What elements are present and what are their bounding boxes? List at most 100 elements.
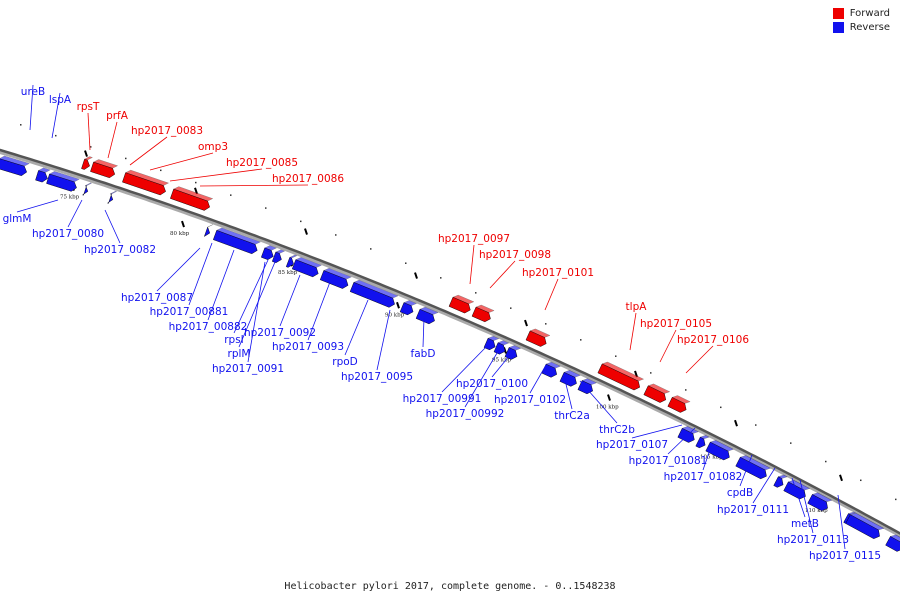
gene-block-1 — [35, 167, 51, 183]
gene-block-5 — [122, 169, 169, 196]
scale-dot — [230, 194, 232, 196]
label-leader — [579, 380, 618, 424]
tick-mark — [607, 394, 611, 401]
legend: Forward Reverse — [832, 8, 890, 36]
gene-label-metB: metB — [791, 518, 819, 530]
scale-dot — [405, 262, 407, 264]
gene-block-10 — [213, 227, 261, 254]
legend-reverse: Reverse — [832, 22, 890, 33]
gene-label-cpdB: cpdB — [727, 487, 753, 499]
label-leader — [51, 92, 61, 139]
label-leader — [16, 199, 59, 213]
label-leader — [631, 424, 683, 439]
gene-block-4 — [90, 159, 119, 179]
gene-label-omp3: omp3 — [198, 141, 228, 153]
label-leader — [199, 184, 309, 187]
gene-label-hp2017_0095: hp2017_0095 — [341, 371, 413, 383]
gene-label-hp2017_0082: hp2017_0082 — [84, 244, 156, 256]
gene-label-hp2017_01082: hp2017_01082 — [664, 471, 743, 483]
major-mark — [304, 228, 308, 235]
gene-block-39 — [845, 512, 885, 539]
label-leader — [344, 299, 369, 356]
label-leader — [169, 168, 263, 182]
gene-label-hp2017_0086: hp2017_0086 — [272, 173, 344, 185]
gene-label-hp2017_0083: hp2017_0083 — [131, 125, 203, 137]
gene-label-glmM: glmM — [3, 213, 32, 225]
gene-block-29 — [643, 383, 671, 403]
gene-label-hp2017_0102: hp2017_0102 — [494, 394, 566, 406]
gene-label-hp2017_0101: hp2017_0101 — [522, 267, 594, 279]
label-leader — [188, 242, 213, 306]
label-leader — [799, 479, 814, 534]
gene-label-ureB: ureB — [21, 86, 45, 98]
label-leader — [739, 454, 753, 487]
gene-block-2 — [46, 171, 80, 192]
gene-block-40 — [885, 534, 900, 552]
scale-dot — [335, 234, 337, 236]
gene-label-hp2017_0092: hp2017_0092 — [244, 327, 316, 339]
gene-label-hp2017_0100: hp2017_0100 — [456, 378, 528, 390]
forward-swatch — [832, 8, 844, 19]
label-leader — [307, 281, 331, 341]
label-leader — [156, 247, 201, 292]
backbone-shadow — [0, 149, 900, 538]
gene-block-28 — [597, 361, 645, 391]
scale-dot — [90, 146, 92, 148]
backbone — [0, 148, 900, 535]
label-leader — [233, 259, 269, 334]
legend-forward-label: Forward — [849, 8, 890, 19]
legend-reverse-label: Reverse — [849, 22, 890, 33]
gene-block-21 — [525, 328, 551, 347]
gene-label-hp2017_00882: hp2017_00882 — [169, 321, 248, 333]
gene-label-rpsT: rpsT — [77, 101, 100, 113]
scale-dot — [300, 220, 302, 223]
gene-block-31 — [677, 426, 699, 443]
gene-block-0 — [0, 155, 30, 176]
gene-label-hp2017_0087: hp2017_0087 — [121, 292, 193, 304]
gene-label-hp2017_0085: hp2017_0085 — [226, 157, 298, 169]
scale-dot — [55, 134, 57, 137]
label-leader — [544, 278, 559, 311]
gene-block-11 — [260, 245, 277, 260]
label-leader — [685, 345, 714, 374]
scale-dot — [545, 323, 547, 325]
gene-label-lspA: lspA — [49, 94, 72, 106]
major-mark — [734, 419, 738, 427]
gene-label-hp2017_0080: hp2017_0080 — [32, 228, 104, 240]
gene-block-26 — [559, 370, 581, 387]
scale-dot — [370, 248, 372, 250]
label-leader — [29, 84, 34, 131]
gene-block-14 — [291, 257, 322, 278]
label-leader — [238, 261, 276, 348]
scale-dot — [20, 124, 22, 126]
gene-block-13 — [285, 254, 298, 268]
gene-label-fabD: fabD — [411, 348, 436, 360]
major-mark — [84, 150, 88, 157]
label-leader — [752, 467, 776, 504]
scale-dot — [475, 292, 477, 294]
label-leader — [837, 494, 846, 550]
legend-forward: Forward — [832, 8, 890, 19]
gene-label-hp2017_0097: hp2017_0097 — [438, 233, 510, 245]
gene-label-hp2017_0106: hp2017_0106 — [677, 334, 749, 346]
tick-label: 90 kbp — [385, 312, 405, 318]
tick-mark — [396, 301, 400, 309]
genome-caption: Helicobacter pylori 2017, complete genom… — [284, 581, 616, 592]
scale-dot — [125, 157, 127, 160]
scale-dot — [825, 460, 827, 463]
gene-block-15 — [319, 268, 352, 289]
gene-label-hp2017_01081: hp2017_01081 — [629, 455, 708, 467]
scale-dot — [265, 207, 267, 209]
gene-label-rplM: rplM — [228, 348, 251, 360]
scale-dot — [440, 277, 442, 279]
scale-dot — [160, 169, 162, 172]
gene-block-3 — [81, 156, 93, 170]
label-leader — [529, 364, 547, 394]
label-leader — [129, 136, 168, 166]
gene-block-12 — [271, 249, 286, 264]
major-mark — [839, 474, 843, 482]
gene-block-37 — [807, 492, 833, 511]
reverse-swatch — [832, 22, 844, 33]
gene-block-20 — [471, 304, 495, 323]
label-leader — [489, 260, 516, 289]
